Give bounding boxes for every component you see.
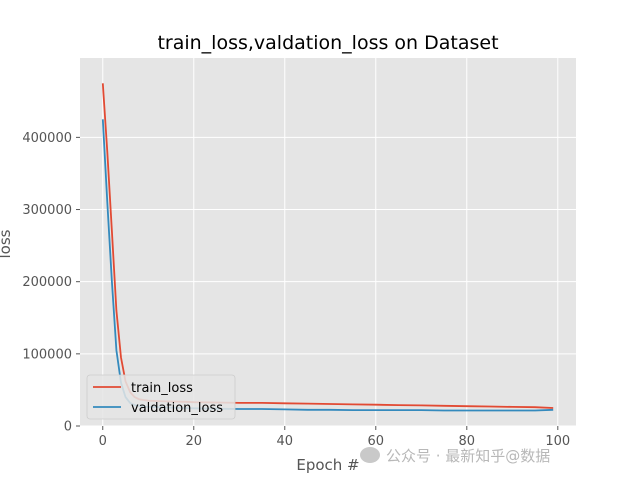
x-tick-label: 80 xyxy=(459,434,476,449)
x-tick-label: 40 xyxy=(276,434,293,449)
y-tick-label: 100000 xyxy=(22,347,72,362)
x-tick-label: 20 xyxy=(185,434,202,449)
y-axis-label: loss xyxy=(0,229,14,258)
legend: train_loss valdation_loss xyxy=(86,374,236,420)
legend-box xyxy=(86,374,236,420)
axis-layer: 0 20 40 60 80 100 0 100000 200000 300000 400000 xyxy=(22,131,570,449)
x-tick-label: 100 xyxy=(545,434,570,449)
chart-title: train_loss,valdation_loss on Dataset xyxy=(157,32,498,54)
wechat-logo-icon xyxy=(360,447,380,463)
watermark-text: 公众号 · 最新知乎@数据 xyxy=(386,446,551,465)
x-tick-label: 0 xyxy=(99,434,107,449)
legend-label: train_loss xyxy=(131,381,193,396)
legend-label: valdation_loss xyxy=(131,401,223,416)
grid-layer xyxy=(80,58,576,427)
x-tick-label: 60 xyxy=(368,434,385,449)
watermark: 公众号 · 最新知乎@数据 xyxy=(360,442,630,468)
y-tick-label: 200000 xyxy=(22,275,72,290)
y-tick-label: 0 xyxy=(64,420,72,435)
plot-area xyxy=(80,58,576,426)
y-tick-label: 400000 xyxy=(22,131,72,146)
y-tick-label: 300000 xyxy=(22,203,72,218)
x-axis-label: Epoch # xyxy=(296,456,359,474)
